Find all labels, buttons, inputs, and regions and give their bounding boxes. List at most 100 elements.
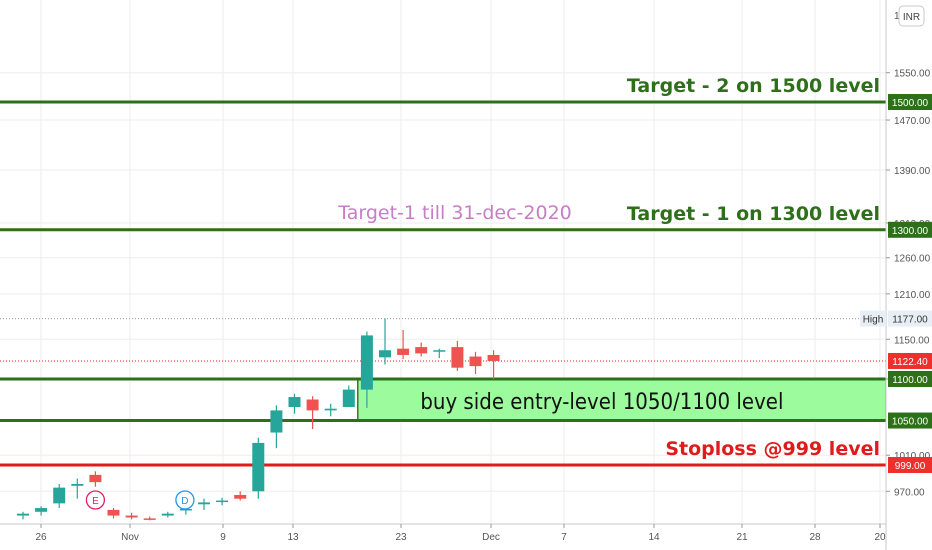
price-tag xyxy=(888,412,932,429)
candle xyxy=(487,350,500,379)
candle xyxy=(252,437,265,499)
price-tag xyxy=(888,457,932,473)
price-tag xyxy=(888,352,932,369)
candle-body xyxy=(125,515,138,518)
candle-body xyxy=(179,508,192,511)
candle xyxy=(35,506,48,516)
earnings-marker-label: E xyxy=(92,496,99,507)
price-tag-label: 999.00 xyxy=(895,461,926,472)
candle-body xyxy=(288,397,301,408)
candle-body xyxy=(234,494,247,499)
candle xyxy=(161,511,174,518)
candle xyxy=(288,393,301,414)
candle-body xyxy=(451,347,464,368)
levels-layer: Target - 2 on 1500 level Target - 1 on 13… xyxy=(0,75,886,467)
price-tag-label: 1122.40 xyxy=(892,357,928,368)
candle-body xyxy=(306,399,319,411)
x-tick-label: 26 xyxy=(35,532,47,543)
candle xyxy=(469,351,482,375)
candle-body xyxy=(107,509,120,516)
x-tick-label: 21 xyxy=(736,532,748,543)
candle xyxy=(415,342,428,357)
x-tick-label: 7 xyxy=(561,532,567,543)
entry-zone-label: buy side entry-level 1050/1100 level xyxy=(420,390,783,415)
high-tag-name xyxy=(860,310,886,327)
candle xyxy=(433,348,446,359)
x-tick-label: 13 xyxy=(287,532,299,543)
candle xyxy=(125,512,138,520)
time-axis[interactable]: 26 Nov 9 13 23 Dec 7 14 21 28 20 xyxy=(0,523,886,543)
candle-body xyxy=(53,487,66,504)
candle xyxy=(198,498,210,510)
y-tick-label: 1260.00 xyxy=(894,254,931,265)
candle xyxy=(234,491,247,501)
y-tick-label-partial: 1 xyxy=(894,11,900,22)
x-tick-label: 14 xyxy=(648,532,660,543)
x-tick-label: 9 xyxy=(220,532,226,543)
candle xyxy=(360,331,373,408)
candle-body xyxy=(71,483,84,486)
candle-body xyxy=(379,350,391,358)
candle-body xyxy=(198,502,210,505)
price-tag xyxy=(888,94,932,110)
y-tick-label: 1010.00 xyxy=(894,451,931,462)
x-tick-label: Nov xyxy=(121,532,139,543)
candle-body xyxy=(35,508,48,512)
dividend-marker xyxy=(175,490,195,510)
candle-body xyxy=(324,408,337,411)
y-tick-label: 1470.00 xyxy=(894,116,931,127)
candle-body xyxy=(17,513,29,516)
candle xyxy=(342,385,355,408)
currency-badge-box xyxy=(898,5,925,27)
annotation-layer: Target-1 till 31-dec-2020 xyxy=(337,202,572,224)
y-tick-label: 1390.00 xyxy=(894,166,931,177)
y-tick-label: 970.00 xyxy=(894,487,925,498)
x-tick-label: 20 xyxy=(874,532,886,543)
candle-body xyxy=(469,356,482,367)
candle xyxy=(451,340,464,371)
high-tag-value: 1177.00 xyxy=(892,315,928,326)
candle-body xyxy=(252,442,265,492)
candle xyxy=(53,483,66,509)
x-tick-label: Dec xyxy=(482,532,500,543)
dividend-marker-label: D xyxy=(181,496,188,507)
candle-body xyxy=(487,354,500,361)
candle xyxy=(216,497,229,506)
candle xyxy=(107,508,120,519)
candle xyxy=(306,396,319,430)
y-tick-label: 1210.00 xyxy=(894,290,931,301)
candle xyxy=(71,478,84,499)
candle-body xyxy=(216,500,229,503)
price-axis[interactable]: 970.00 1010.00 1100.00 1150.00 1210.00 1260.0… xyxy=(860,0,932,550)
y-tick-label: 1550.00 xyxy=(894,69,931,80)
candle-body xyxy=(342,389,355,408)
candle xyxy=(324,403,337,417)
entry-zone-layer: buy side entry-level 1050/1100 level xyxy=(357,378,887,422)
candle xyxy=(143,516,156,521)
y-tick-label: 1150.00 xyxy=(894,335,930,346)
target-annotation: Target-1 till 31-dec-2020 xyxy=(337,202,572,224)
candle xyxy=(89,471,102,487)
candle-body xyxy=(89,474,102,483)
candle xyxy=(397,330,410,359)
currency-badge-label: INR xyxy=(903,12,920,23)
x-tick-label: 28 xyxy=(809,532,821,543)
candle-body xyxy=(433,350,446,352)
price-tag-label: 1100.00 xyxy=(892,375,928,386)
candle xyxy=(379,318,391,365)
candle xyxy=(270,405,283,449)
level-label: Stoploss @999 level xyxy=(665,438,880,460)
candle-body xyxy=(415,347,428,354)
candle-body xyxy=(161,513,174,516)
level-label: Target - 2 on 1500 level xyxy=(627,75,880,97)
high-tag-name-label: High xyxy=(863,315,884,326)
price-tag-label: 1500.00 xyxy=(892,98,929,109)
candles-layer xyxy=(17,318,500,521)
currency-badge: INR xyxy=(898,5,925,27)
price-tag xyxy=(888,221,932,238)
level-label: Target - 1 on 1300 level xyxy=(627,203,880,225)
high-tag xyxy=(888,310,932,327)
candle-body xyxy=(270,410,283,433)
